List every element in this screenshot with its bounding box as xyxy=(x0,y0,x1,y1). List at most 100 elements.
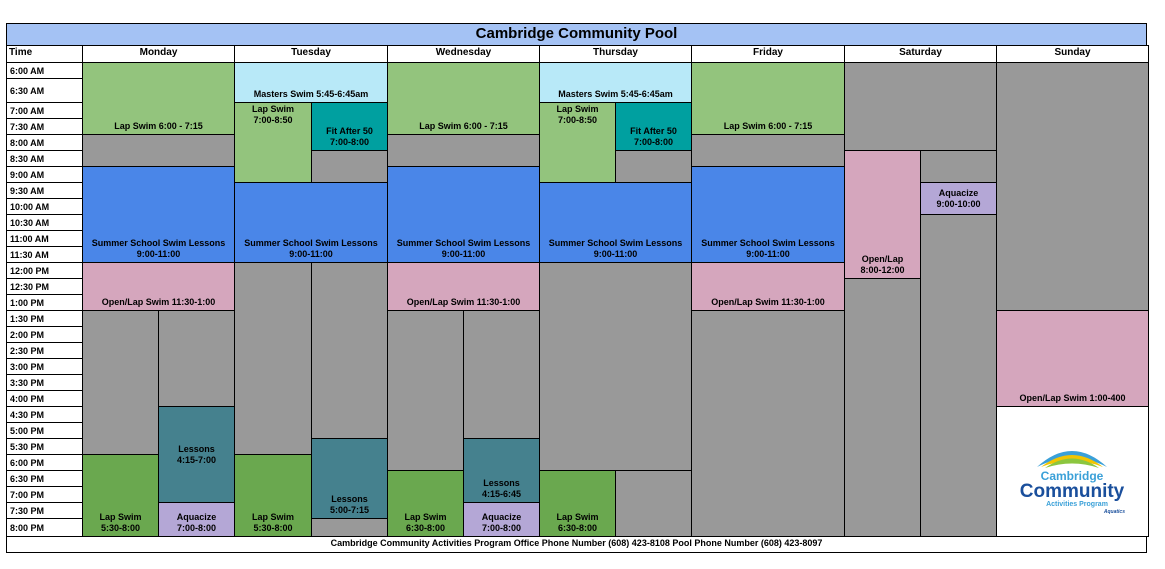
time-label: 9:30 AM xyxy=(6,182,83,199)
event-title: Open/Lap Swim 11:30-1:00 xyxy=(711,297,825,307)
event-title: Aquacize xyxy=(176,512,217,522)
event-title: Open/Lap Swim 11:30-1:00 xyxy=(101,297,216,307)
event-title: Masters Swim 5:45-6:45am xyxy=(558,89,673,99)
time-label: 2:30 PM xyxy=(6,342,83,359)
event-title: Aquacize xyxy=(938,187,979,198)
event-title: Lap Swim xyxy=(251,512,294,522)
schedule-event: Fit After 50 7:00-8:00 xyxy=(311,102,388,151)
day-header-thursday: Thursday xyxy=(539,45,692,63)
time-label: 9:00 AM xyxy=(6,166,83,183)
time-label: 12:30 PM xyxy=(6,278,83,295)
time-label: 4:30 PM xyxy=(6,406,83,423)
event-title: Masters Swim 5:45-6:45am xyxy=(253,89,369,99)
closed-block xyxy=(158,310,235,407)
time-label: 8:30 AM xyxy=(6,150,83,167)
schedule-event: Lap Swim 5:30-8:00 xyxy=(82,454,159,537)
schedule-event: Summer School Swim Lessons 9:00-11:00 xyxy=(691,166,845,263)
closed-block xyxy=(311,518,388,537)
event-time: 4:15-6:45 xyxy=(481,489,522,499)
event-title: Summer School Swim Lessons xyxy=(244,238,378,248)
time-label: 3:00 PM xyxy=(6,358,83,375)
logo-area: Cambridge Community Activities Program Aqua… xyxy=(996,406,1149,537)
time-label: 6:30 AM xyxy=(6,78,83,103)
event-time: 9:00-11:00 xyxy=(746,249,790,259)
schedule-event: Open/Lap 8:00-12:00 xyxy=(844,150,921,279)
closed-block xyxy=(920,214,997,537)
schedule-event: Aquacize 7:00-8:00 xyxy=(463,502,540,537)
schedule-event: Summer School Swim Lessons 9:00-11:00 xyxy=(82,166,235,263)
event-title: Fit After 50 xyxy=(630,126,677,136)
schedule-event: Open/Lap Swim 11:30-1:00 xyxy=(691,262,845,311)
event-title: Lessons xyxy=(483,478,520,488)
logo-line4: Aquatics xyxy=(1103,509,1125,515)
event-title: Open/Lap Swim 1:00-400 xyxy=(1019,393,1126,403)
closed-block xyxy=(844,278,921,537)
time-label: 7:00 PM xyxy=(6,486,83,503)
schedule-event: Summer School Swim Lessons 9:00-11:00 xyxy=(234,182,388,263)
day-header-wednesday: Wednesday xyxy=(387,45,540,63)
event-title: Lap Swim xyxy=(99,512,142,522)
closed-block xyxy=(82,134,235,167)
time-label: 6:00 PM xyxy=(6,454,83,471)
event-time: 7:00-8:00 xyxy=(176,523,217,533)
schedule-event: Masters Swim 5:45-6:45am xyxy=(234,62,388,103)
schedule-event: Open/Lap Swim 11:30-1:00 xyxy=(82,262,235,311)
schedule-event: Lap Swim 7:00-8:50 xyxy=(234,102,312,183)
closed-block xyxy=(691,310,845,537)
closed-block xyxy=(234,262,312,455)
time-label: 1:30 PM xyxy=(6,310,83,327)
time-label: 4:00 PM xyxy=(6,390,83,407)
time-label: 7:30 PM xyxy=(6,502,83,519)
closed-block xyxy=(539,262,692,471)
time-label: 1:00 PM xyxy=(6,294,83,311)
time-label: 11:30 AM xyxy=(6,246,83,263)
time-label: 3:30 PM xyxy=(6,374,83,391)
closed-block xyxy=(387,310,464,471)
event-title: Lessons xyxy=(178,443,215,454)
event-title: Lessons xyxy=(331,494,368,504)
event-title: Lap Swim xyxy=(556,104,599,114)
event-time: 4:15-7:00 xyxy=(176,454,217,465)
event-time: 9:00-11:00 xyxy=(593,249,638,259)
event-time: 7:00-8:50 xyxy=(557,115,598,125)
event-time: 7:00-8:00 xyxy=(633,137,674,147)
schedule-event: Aquacize 7:00-8:00 xyxy=(158,502,235,537)
event-time: 8:00-12:00 xyxy=(860,265,905,275)
day-header-monday: Monday xyxy=(82,45,235,63)
schedule-event: Open/Lap Swim 11:30-1:00 xyxy=(387,262,540,311)
time-label: 7:00 AM xyxy=(6,102,83,119)
schedule-event: Masters Swim 5:45-6:45am xyxy=(539,62,692,103)
footer-phone-numbers: Cambridge Community Activities Program O… xyxy=(6,536,1147,553)
event-title: Lap Swim xyxy=(404,512,447,522)
logo-line2: Community xyxy=(1020,481,1125,502)
closed-block xyxy=(82,310,159,455)
time-label: 7:30 AM xyxy=(6,118,83,135)
closed-block xyxy=(311,262,388,439)
time-label: 5:00 PM xyxy=(6,422,83,439)
schedule-event: Lap Swim 6:30-8:00 xyxy=(539,470,616,537)
logo-line3: Activities Program xyxy=(1046,501,1108,508)
schedule-event: Aquacize 9:00-10:00 xyxy=(920,182,997,215)
logo-line1: Cambridge xyxy=(1041,469,1104,483)
schedule-event: Lessons 4:15-7:00 xyxy=(158,406,235,503)
event-time: 7:00-8:00 xyxy=(329,137,370,147)
schedule-event: Lap Swim 6:00 - 7:15 xyxy=(691,62,845,135)
event-time: 9:00-11:00 xyxy=(136,249,181,259)
event-title: Lap Swim 6:00 - 7:15 xyxy=(114,121,203,131)
event-time: 7:00-8:00 xyxy=(481,523,522,533)
event-time: 5:00-7:15 xyxy=(329,505,370,515)
closed-block xyxy=(691,134,845,167)
event-time: 6:30-8:00 xyxy=(405,523,446,533)
day-header-sunday: Sunday xyxy=(996,45,1149,63)
event-title: Summer School Swim Lessons xyxy=(701,238,835,248)
logo-swoosh-icon xyxy=(1037,451,1107,467)
event-time: 9:00-11:00 xyxy=(289,249,333,259)
closed-block xyxy=(920,150,997,183)
day-header-friday: Friday xyxy=(691,45,845,63)
closed-block xyxy=(615,470,692,537)
schedule-event: Lap Swim 7:00-8:50 xyxy=(539,102,616,183)
event-time: 9:00-10:00 xyxy=(936,198,981,209)
time-label: 12:00 PM xyxy=(6,262,83,279)
